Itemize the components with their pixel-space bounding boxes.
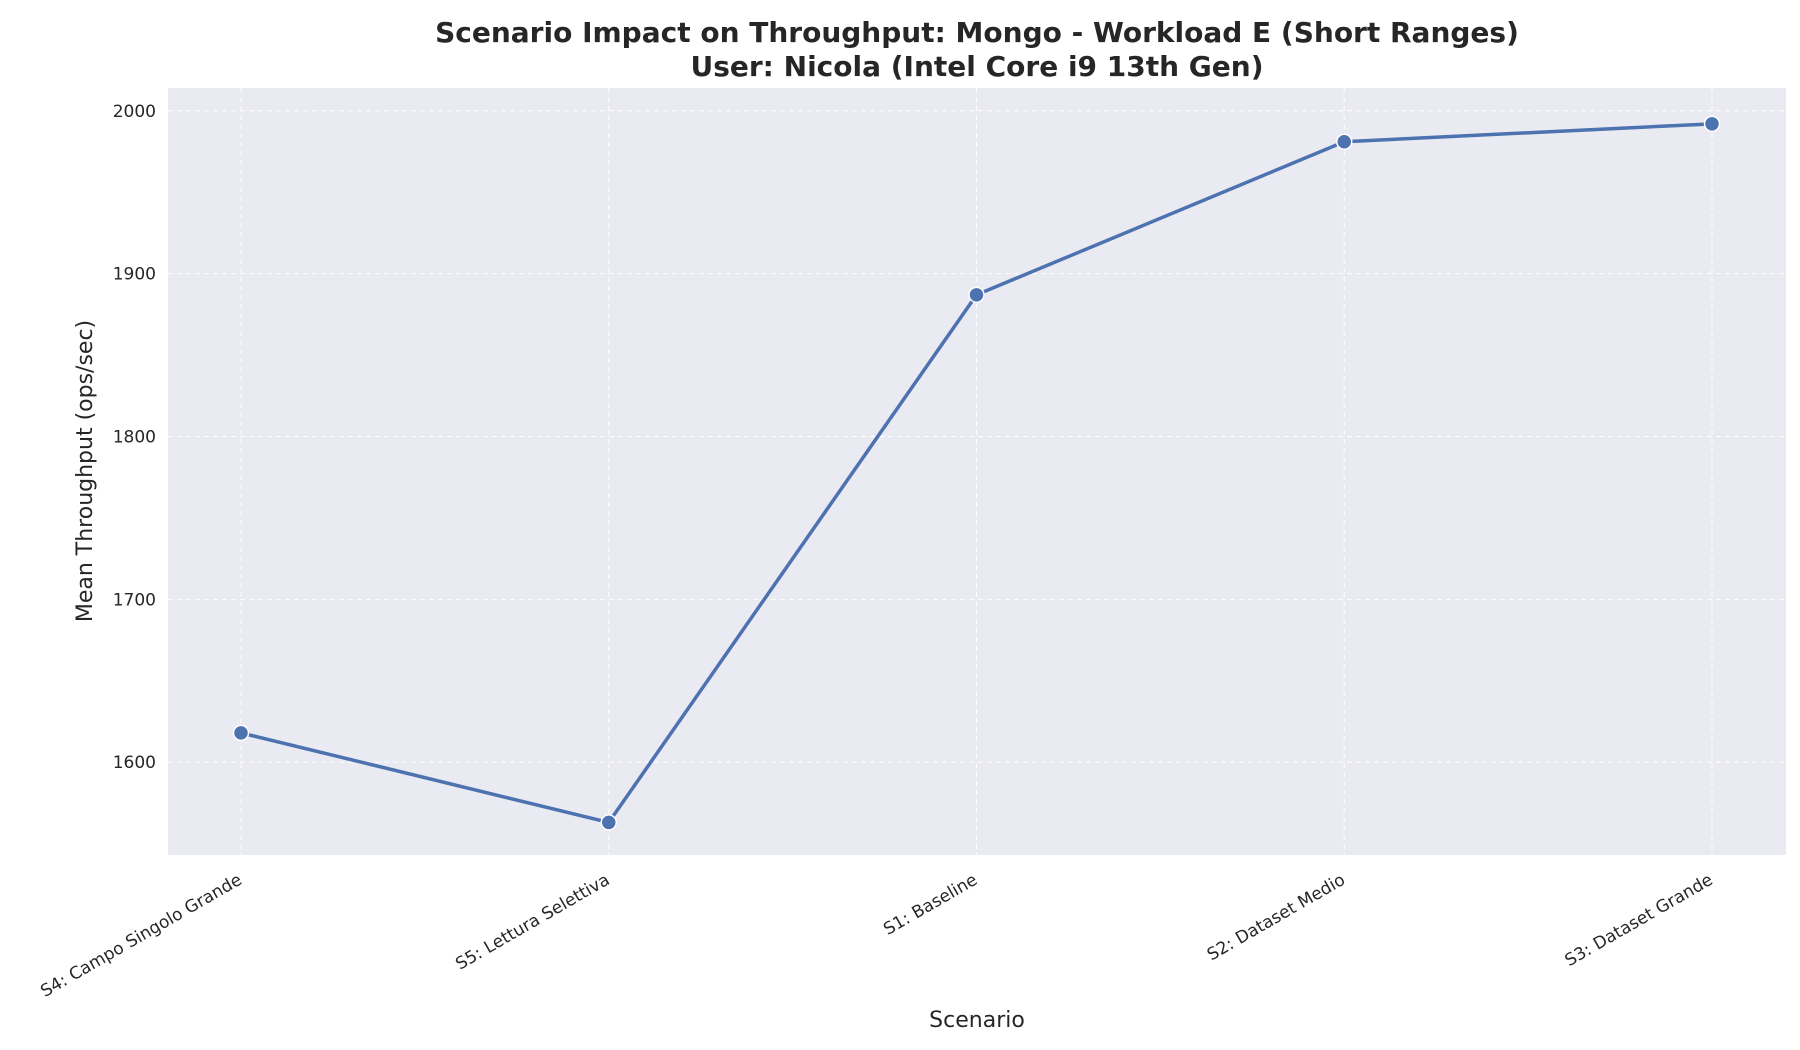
y-axis-ticks: 1600 1700 1800 1900 2000 bbox=[113, 102, 156, 773]
data-point bbox=[1336, 133, 1353, 150]
x-tick-label: S4: Campo Singolo Grande bbox=[37, 870, 245, 1002]
y-tick-label: 1800 bbox=[113, 427, 156, 447]
y-tick-label: 1600 bbox=[113, 753, 156, 773]
y-tick-label: 1700 bbox=[113, 590, 156, 610]
data-point bbox=[1703, 115, 1721, 133]
y-axis-label: Mean Throughput (ops/sec) bbox=[73, 320, 98, 622]
x-axis-ticks: S4: Campo Singolo Grande S5: Lettura Sele… bbox=[37, 870, 1716, 1002]
data-point bbox=[232, 724, 250, 742]
x-tick-label: S3: Dataset Grande bbox=[1562, 870, 1717, 971]
series-throughput bbox=[232, 115, 1721, 831]
data-point bbox=[600, 814, 617, 831]
x-tick-label: S2: Dataset Medio bbox=[1204, 870, 1349, 965]
x-tick-label: S5: Lettura Selettiva bbox=[452, 870, 613, 974]
y-tick-label: 2000 bbox=[113, 102, 156, 122]
x-tick-label: S1: Baseline bbox=[880, 870, 981, 940]
chart-title-line-1: Scenario Impact on Throughput: Mongo - W… bbox=[435, 16, 1519, 49]
x-axis-label: Scenario bbox=[929, 1008, 1025, 1033]
y-tick-label: 1900 bbox=[113, 265, 156, 285]
data-point bbox=[968, 286, 985, 304]
chart-title-line-2: User: Nicola (Intel Core i9 13th Gen) bbox=[690, 50, 1263, 83]
